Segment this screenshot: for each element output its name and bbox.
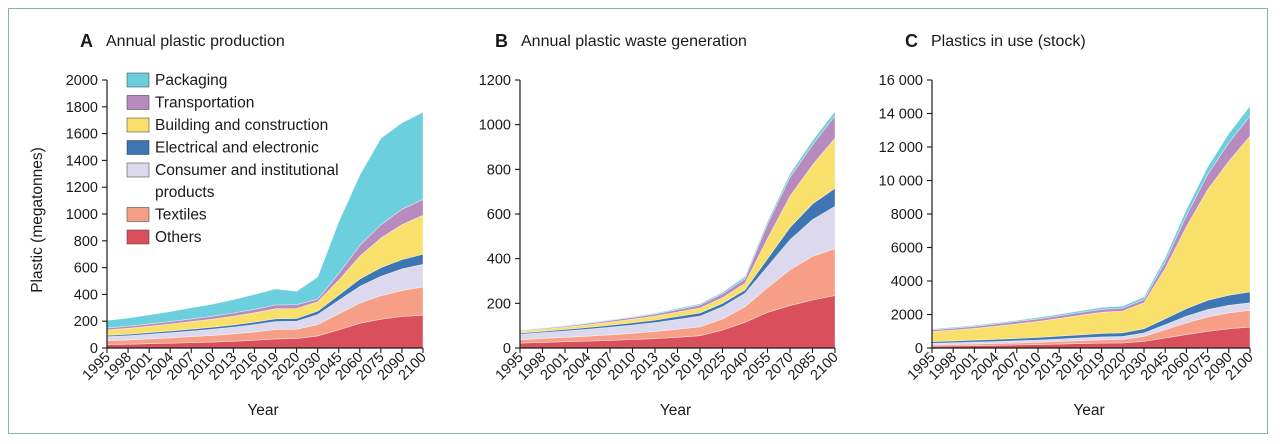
- x-axis-label: Year: [660, 402, 691, 419]
- panel-c: 0 2000 4000 6000 8000 10 000 12 000 14 000 16 00…: [879, 31, 1257, 419]
- panel-title: Annual plastic production: [106, 33, 285, 50]
- legend-swatch: [126, 207, 150, 222]
- legend-label: Electrical and electronic: [155, 140, 319, 157]
- legend-swatch: [126, 229, 150, 245]
- panel-title: Plastics in use (stock): [931, 33, 1086, 50]
- y-tick-label: 1000: [66, 207, 98, 223]
- y-tick-label: 1600: [66, 127, 98, 143]
- y-tick-label: 4000: [891, 274, 923, 290]
- legend-swatch: [126, 72, 150, 88]
- panel-letter: C: [905, 31, 918, 51]
- legend-item-packaging: Packaging: [126, 72, 227, 89]
- legend-item-building-and-construction: Building and construction: [126, 117, 328, 134]
- panel-letter: B: [495, 31, 508, 51]
- y-tick-label: 14 000: [879, 107, 923, 123]
- legend-label: Transportation: [155, 95, 254, 112]
- panel-title: Annual plastic waste generation: [521, 33, 747, 50]
- y-axis-label: Plastic (megatonnes): [29, 147, 46, 293]
- legend-label: Others: [155, 229, 202, 246]
- legend-label: products: [155, 184, 215, 201]
- legend-swatch: [126, 117, 150, 133]
- legend-item-consumer-and-institutional-products: Consumer and institutional products: [126, 162, 339, 201]
- y-tick-label: 1000: [479, 118, 511, 134]
- y-tick-label: 200: [487, 296, 511, 312]
- legend-item-electrical-and-electronic: Electrical and electronic: [126, 140, 319, 157]
- y-tick-label: 12 000: [879, 140, 923, 156]
- y-tick-label: 8000: [891, 207, 923, 223]
- x-axis-label: Year: [247, 402, 278, 419]
- y-tick-label: 400: [74, 287, 98, 303]
- y-tick-label: 800: [74, 234, 98, 250]
- panel-letter: A: [80, 31, 93, 51]
- y-tick-label: 1800: [66, 100, 98, 116]
- panel-b: 0200400600800100012001995199820012004200…: [479, 31, 842, 419]
- y-tick-label: 0: [503, 341, 511, 357]
- y-tick-label: 16 000: [879, 73, 923, 89]
- y-tick-label: 2000: [891, 308, 923, 324]
- area-packaging-panel-c: [931, 105, 1251, 331]
- legend-label: Consumer and institutional: [155, 162, 339, 179]
- panel-a: 0200400600800100012001400160018002000199…: [29, 31, 430, 419]
- figure-frame: [8, 8, 1268, 434]
- area-packaging-panel-b: [519, 110, 836, 331]
- y-tick-label: 1400: [66, 153, 98, 169]
- y-tick-label: 0: [90, 341, 98, 357]
- y-tick-label: 0: [915, 341, 923, 357]
- y-tick-label: 2000: [66, 73, 98, 89]
- y-tick-label: 600: [74, 261, 98, 277]
- y-tick-label: 10 000: [879, 174, 923, 190]
- legend: Packaging Transportation Building and cons…: [126, 72, 339, 246]
- y-tick-label: 1200: [66, 180, 98, 196]
- legend-item-textiles: Textiles: [126, 207, 207, 224]
- y-tick-label: 6000: [891, 241, 923, 257]
- x-axis-label: Year: [1073, 402, 1104, 419]
- y-tick-label: 800: [487, 162, 511, 178]
- legend-swatch: [126, 95, 150, 110]
- y-tick-label: 200: [74, 314, 98, 330]
- legend-swatch: [126, 162, 150, 178]
- legend-item-others: Others: [126, 229, 202, 246]
- legend-label: Textiles: [155, 207, 207, 224]
- area-packaging-panel-a: [106, 111, 424, 329]
- y-tick-label: 1200: [479, 73, 511, 89]
- y-tick-label: 600: [487, 207, 511, 223]
- legend-label: Building and construction: [155, 117, 328, 134]
- legend-swatch: [126, 140, 150, 155]
- y-tick-label: 400: [487, 252, 511, 268]
- legend-item-transportation: Transportation: [126, 95, 254, 112]
- legend-label: Packaging: [155, 72, 227, 89]
